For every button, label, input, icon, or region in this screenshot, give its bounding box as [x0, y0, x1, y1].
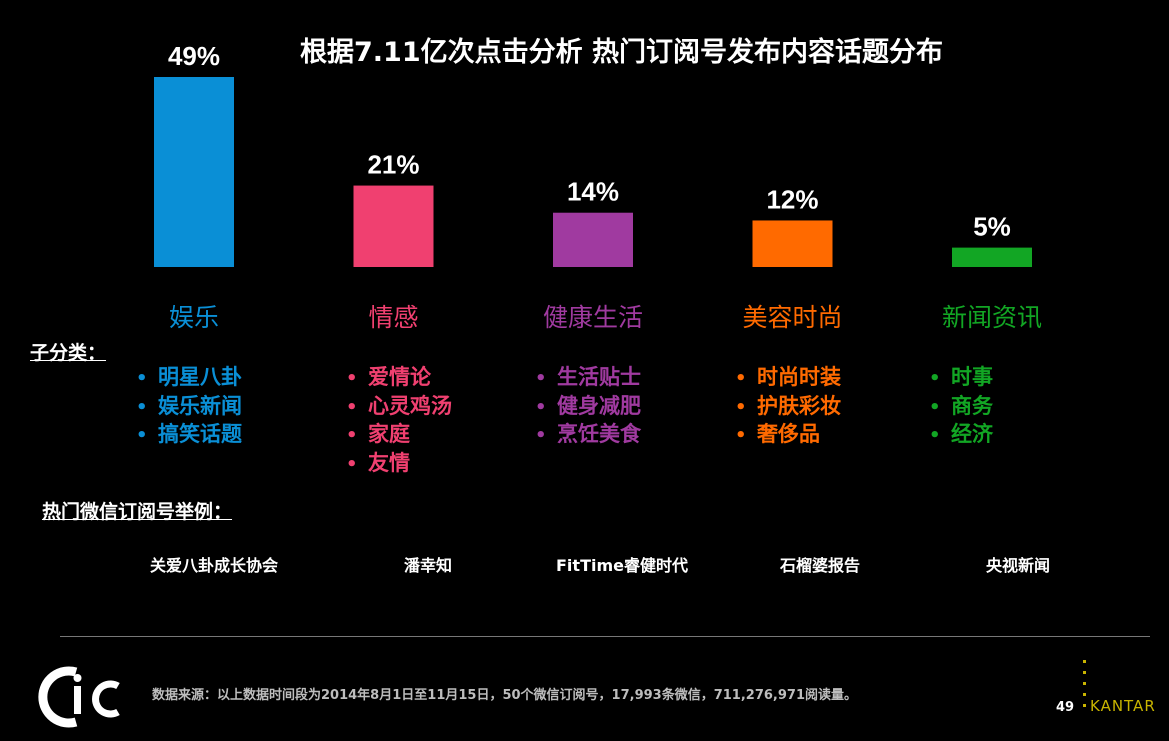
subcategory-item: 家庭 — [346, 421, 452, 450]
bar-4 — [952, 247, 1032, 267]
kantar-logo: KANTAR — [1090, 697, 1156, 715]
cic-logo — [38, 666, 120, 728]
category-label-1: 情感 — [368, 303, 418, 332]
category-label-0: 娱乐 — [169, 303, 219, 332]
subcategory-item: 明星八卦 — [136, 364, 242, 393]
subcategory-list-2: 生活贴士 健身减肥 烹饪美食 — [535, 364, 641, 450]
subcategory-item: 商务 — [929, 393, 993, 422]
subcategory-item: 友情 — [346, 450, 452, 479]
kantar-dots-decoration — [1083, 660, 1086, 712]
category-label-2: 健康生活 — [543, 303, 643, 332]
bar-chart: 49% 娱乐 21% 情感 14% 健康生活 12% 美容时尚 5% 新闻资讯 — [154, 41, 1042, 332]
subcategory-list-1: 爱情论 心灵鸡汤 家庭 友情 — [346, 364, 452, 478]
subcategory-item: 烹饪美食 — [535, 421, 641, 450]
bar-value-label-4: 5% — [973, 212, 1011, 242]
subcategory-heading: 子分类： — [30, 342, 107, 364]
examples-heading: 热门微信订阅号举例： — [42, 501, 233, 523]
category-label-4: 新闻资讯 — [942, 303, 1042, 332]
subcategory-item: 时事 — [929, 364, 993, 393]
subcategory-item: 健身减肥 — [535, 393, 641, 422]
data-source-note: 数据来源：以上数据时间段为2014年8月1日至11月15日，50个微信订阅号，1… — [152, 688, 857, 703]
bar-value-label-2: 14% — [567, 177, 619, 207]
subcategory-item: 心灵鸡汤 — [346, 393, 452, 422]
subcategory-item: 经济 — [929, 421, 993, 450]
bar-value-label-3: 12% — [766, 184, 818, 214]
page-title: 根据7.11亿次点击分析 热门订阅号发布内容话题分布 — [300, 37, 944, 68]
subcategory-list-3: 时尚时装 护肤彩妆 奢侈品 — [735, 364, 841, 450]
subcategory-item: 护肤彩妆 — [735, 393, 841, 422]
subcategory-item: 爱情论 — [346, 364, 452, 393]
page-number: 49 — [1056, 700, 1075, 715]
bar-value-label-0: 49% — [168, 41, 220, 71]
example-account: 关爱八卦成长协会 — [149, 556, 278, 575]
subcategory-list-4: 时事 商务 经济 — [929, 364, 993, 450]
subcategory-item: 搞笑话题 — [136, 421, 242, 450]
bar-3 — [752, 220, 833, 267]
bar-2 — [553, 212, 633, 267]
subcategory-item: 时尚时装 — [735, 364, 841, 393]
subcategory-item: 生活贴士 — [535, 364, 641, 393]
subcategory-list-0: 明星八卦 娱乐新闻 搞笑话题 — [136, 364, 242, 450]
subcategory-item: 奢侈品 — [735, 421, 841, 450]
example-account: 潘幸知 — [403, 556, 452, 575]
example-account: 石榴婆报告 — [779, 556, 860, 575]
example-account: FitTime睿健时代 — [556, 556, 688, 575]
category-label-3: 美容时尚 — [742, 303, 842, 332]
bar-value-label-1: 21% — [367, 150, 419, 180]
bar-1 — [353, 185, 434, 267]
subcategory-item: 娱乐新闻 — [136, 393, 242, 422]
bar-0 — [154, 77, 234, 267]
example-account: 央视新闻 — [985, 556, 1050, 575]
footer-divider — [60, 636, 1150, 637]
